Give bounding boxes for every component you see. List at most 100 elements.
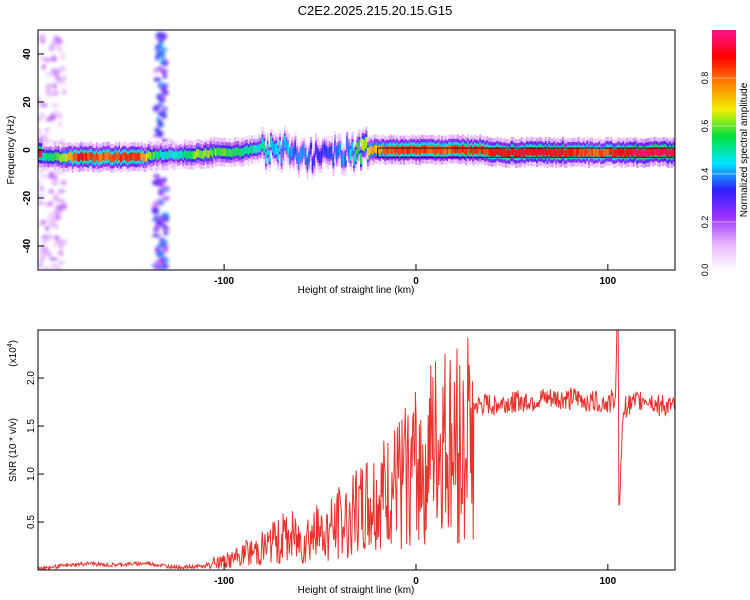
band-segment xyxy=(411,145,415,154)
band-segment xyxy=(372,146,375,155)
band-segment xyxy=(660,147,663,156)
spectral-blob xyxy=(152,105,159,112)
band-segment xyxy=(375,145,378,154)
band-segment xyxy=(323,143,326,155)
band-segment xyxy=(392,145,396,153)
band-segment xyxy=(61,153,64,162)
band-segment xyxy=(56,152,59,161)
band-segment xyxy=(332,154,335,166)
band-segment xyxy=(518,149,522,157)
spectral-blob xyxy=(161,112,168,119)
band-segment xyxy=(496,146,499,155)
band-segment xyxy=(586,147,589,155)
band-segment xyxy=(342,154,345,166)
band-segment xyxy=(83,152,86,161)
band-segment xyxy=(356,142,359,155)
band-segment xyxy=(622,147,625,156)
x-tick-label: 0 xyxy=(413,576,419,587)
band-segment xyxy=(346,138,349,150)
band-segment xyxy=(201,150,204,159)
spectral-blob xyxy=(40,55,46,62)
spectral-blob xyxy=(161,217,169,223)
spectral-blob xyxy=(163,257,169,264)
band-segment xyxy=(373,144,377,153)
band-segment xyxy=(577,147,580,156)
band-segment xyxy=(66,153,69,162)
band-segment xyxy=(87,153,90,162)
band-segment xyxy=(123,151,126,160)
spectral-blob xyxy=(155,31,164,38)
band-segment xyxy=(632,148,636,157)
band-segment xyxy=(663,147,667,156)
band-segment xyxy=(380,144,383,153)
band-segment xyxy=(54,152,57,161)
band-segment xyxy=(487,147,490,156)
spectral-blob xyxy=(161,61,168,67)
spectral-blob xyxy=(53,223,59,230)
band-segment xyxy=(256,145,259,154)
spectral-blob xyxy=(156,225,161,231)
band-segment xyxy=(154,150,157,159)
band-segment xyxy=(434,146,437,155)
spectral-blob xyxy=(158,250,164,258)
band-segment xyxy=(382,145,385,154)
band-segment xyxy=(211,149,214,158)
band-segment xyxy=(71,154,74,163)
spectral-blob xyxy=(45,83,53,89)
spectral-blob xyxy=(39,185,44,192)
band-segment xyxy=(451,145,454,154)
band-segment xyxy=(394,146,397,155)
signal-band xyxy=(38,125,675,181)
band-segment xyxy=(422,145,425,154)
band-segment xyxy=(40,149,43,158)
band-segment xyxy=(92,154,95,163)
band-segment xyxy=(494,148,497,157)
band-segment xyxy=(138,153,142,162)
band-segment xyxy=(185,151,188,160)
band-segment xyxy=(615,148,618,157)
band-segment xyxy=(75,152,78,161)
band-segment xyxy=(498,147,501,156)
band-segment xyxy=(137,152,140,161)
colorbar-tick-label: 0.6 xyxy=(700,120,710,133)
band-segment xyxy=(608,147,611,156)
band-segment xyxy=(646,148,649,157)
band-segment xyxy=(246,145,249,154)
band-segment xyxy=(627,148,630,157)
spectral-blob xyxy=(162,226,170,231)
spectrogram-panel: -100 0 100 -40 -20 0 20 40 Height of straight … xyxy=(6,29,676,296)
spectral-blob xyxy=(160,47,168,52)
band-segment xyxy=(396,145,399,154)
band-segment xyxy=(484,147,487,156)
spectrogram-plot xyxy=(38,31,675,270)
band-segment xyxy=(316,148,320,160)
band-segment xyxy=(536,148,539,157)
band-segment xyxy=(482,146,485,154)
band-segment xyxy=(335,148,339,161)
band-segment xyxy=(270,135,273,148)
spectrogram-y-axis: -40 -20 0 20 40 xyxy=(22,48,44,253)
band-segment xyxy=(244,146,247,155)
band-segment xyxy=(456,144,459,153)
spectral-blob xyxy=(41,245,48,252)
band-segment xyxy=(562,147,565,155)
band-segment xyxy=(556,148,560,157)
spectral-blob xyxy=(40,174,48,179)
spectral-blob xyxy=(44,72,53,77)
spectral-blob xyxy=(39,251,44,257)
band-segment xyxy=(42,152,45,161)
band-segment xyxy=(135,153,138,162)
band-segment xyxy=(385,146,389,154)
snr-multiplier: (x104) xyxy=(7,340,19,367)
y-tick-label: 0 xyxy=(22,147,33,153)
spectral-blob xyxy=(157,119,163,126)
spectral-blob xyxy=(44,57,51,63)
band-segment xyxy=(214,148,218,157)
y-tick-label: -20 xyxy=(22,190,33,205)
band-segment xyxy=(391,146,394,155)
band-segment xyxy=(365,137,368,149)
band-segment xyxy=(657,148,660,156)
spectral-blob xyxy=(51,102,59,108)
band-segment xyxy=(221,148,225,157)
band-segment xyxy=(133,152,137,161)
